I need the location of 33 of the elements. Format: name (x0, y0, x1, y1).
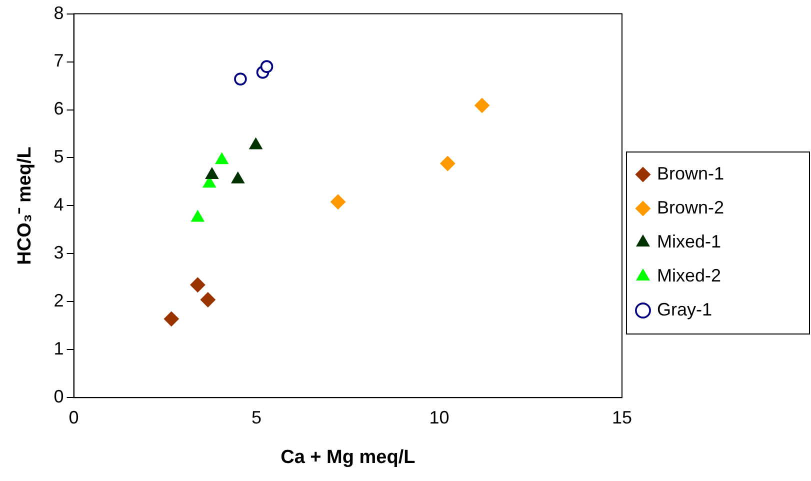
legend-label: Brown-2 (656, 197, 724, 218)
x-tick-label: 5 (252, 407, 262, 428)
point (330, 194, 346, 210)
y-tick-label: 7 (54, 50, 64, 71)
x-tick-label: 0 (68, 407, 79, 428)
point (164, 311, 179, 326)
y-tick-label: 5 (54, 146, 64, 167)
x-axis-title: Ca + Mg meq/L (280, 446, 416, 468)
y-tick-label: 3 (54, 242, 64, 263)
y-tick-label: 8 (54, 2, 64, 23)
point (231, 172, 244, 184)
point (474, 98, 490, 113)
y-tick-label: 4 (54, 194, 64, 215)
x-tick-label: 10 (429, 407, 450, 428)
point (260, 60, 274, 73)
point (205, 167, 219, 179)
legend-label: Gray-1 (656, 299, 712, 320)
legend-label: Mixed-2 (656, 265, 722, 286)
point (234, 72, 247, 86)
y-tick-label: 2 (54, 290, 64, 311)
y-tick-label: 6 (54, 98, 64, 119)
legend-label: Brown-1 (656, 163, 724, 184)
x-tick-label: 15 (612, 407, 632, 428)
point (200, 292, 216, 308)
point (215, 152, 228, 164)
point (249, 138, 262, 150)
y-tick-label: 0 (54, 386, 64, 407)
y-axis-title: HCO₃⁻ meq/L (14, 146, 36, 265)
y-tick-label: 1 (54, 338, 64, 359)
point (191, 210, 204, 222)
point (440, 156, 456, 171)
legend-label: Mixed-1 (656, 231, 722, 252)
point (190, 277, 206, 292)
